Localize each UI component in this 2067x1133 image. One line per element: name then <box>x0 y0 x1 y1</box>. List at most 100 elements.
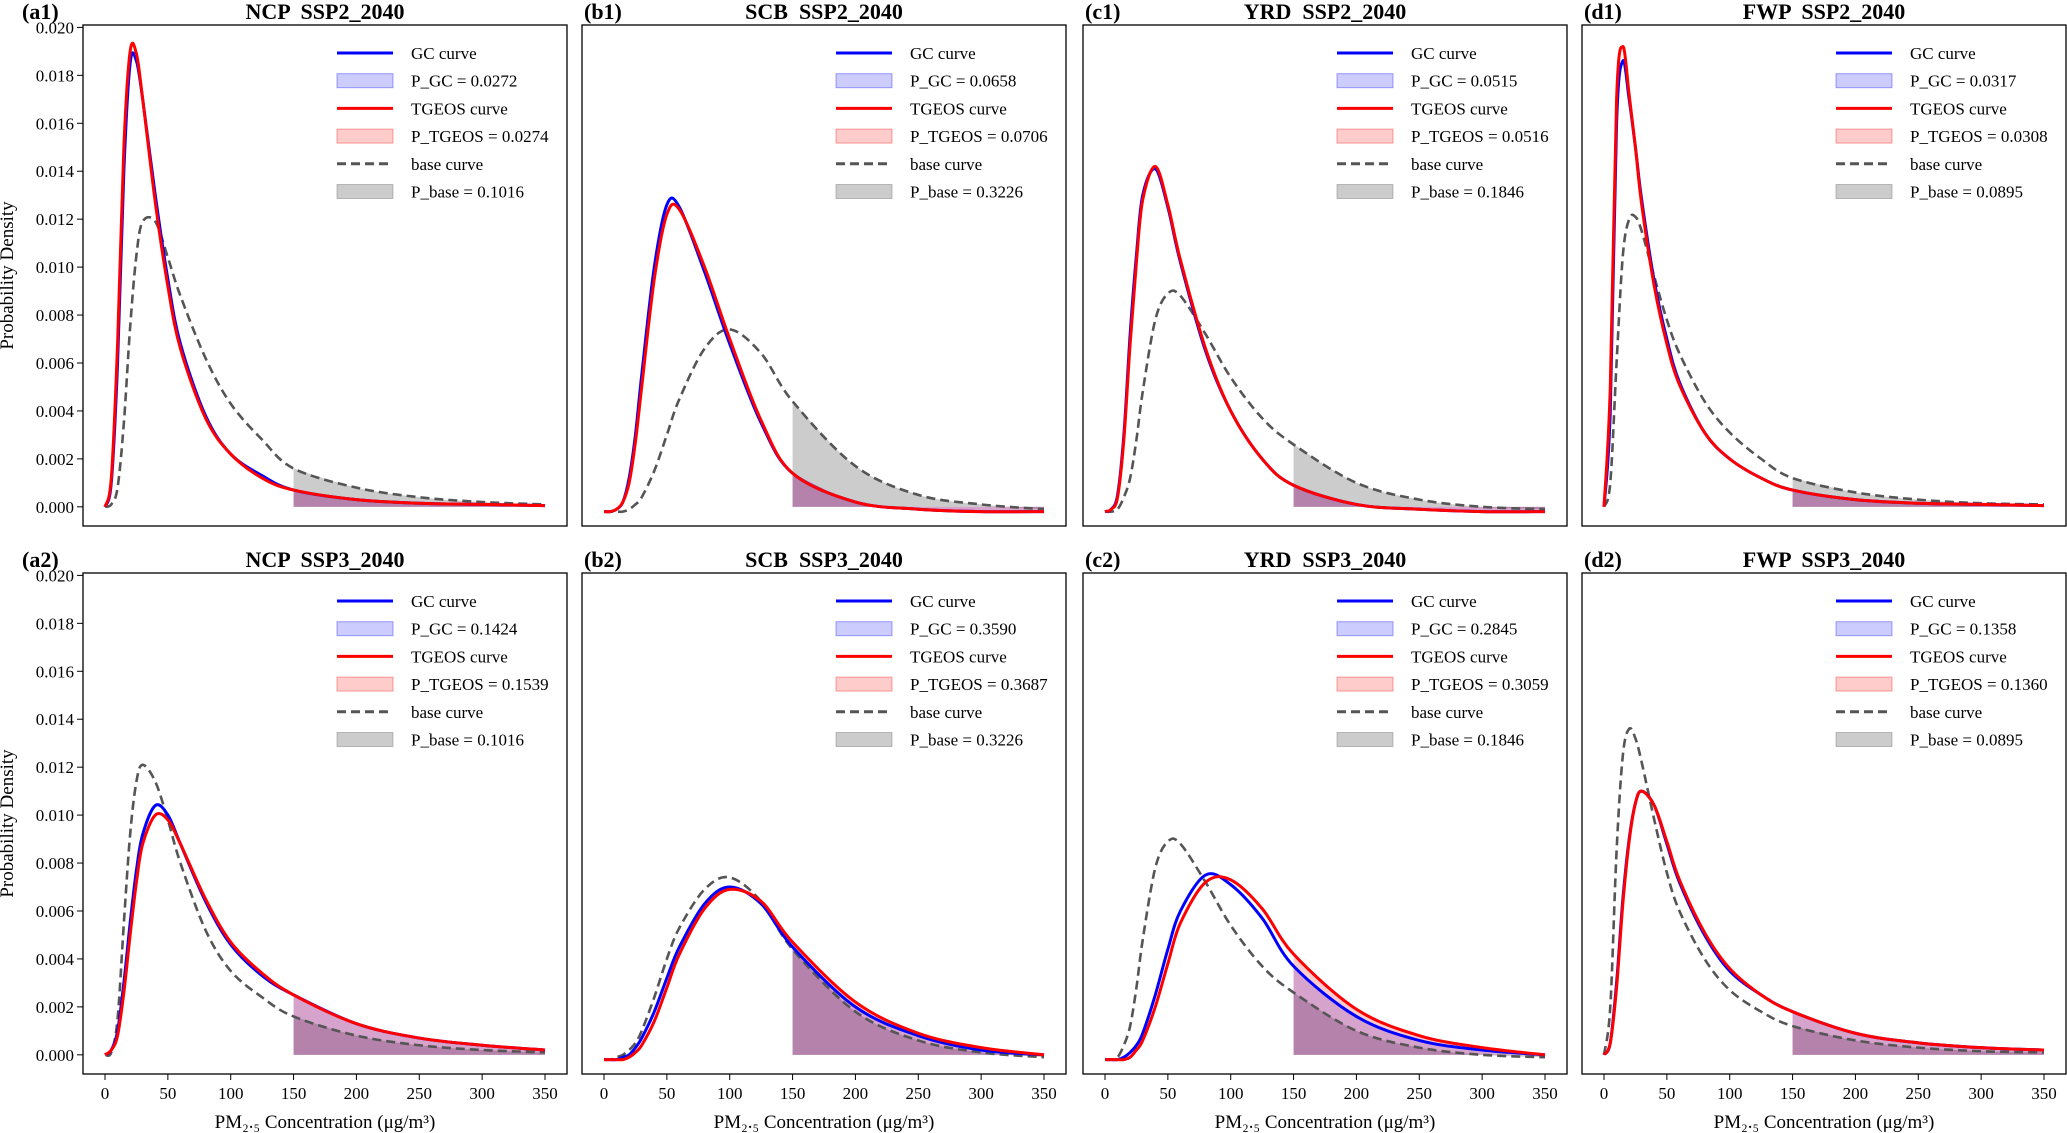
legend-swatch <box>835 128 893 144</box>
x-tick-label: 0 <box>1600 1084 1609 1103</box>
plot-frame <box>82 572 568 1075</box>
plot-frame <box>1082 24 1568 527</box>
legend-label: P_TGEOS = 0.0274 <box>411 127 549 146</box>
panel: (d1) FWP SSP2_2040 GC curve P_GC = 0.0317 TG… <box>1581 0 2067 527</box>
legend-label: P_TGEOS = 0.0308 <box>1910 127 2048 146</box>
curve <box>1602 726 2045 1056</box>
y-tick-label: 0.000 <box>36 1046 74 1065</box>
x-tick-label: 100 <box>1218 1084 1244 1103</box>
curve <box>104 215 546 509</box>
legend-label: GC curve <box>910 44 976 63</box>
panel-title: YRD SSP2_2040 <box>1244 0 1407 24</box>
y-tick-label: 0.020 <box>36 566 74 585</box>
legend-swatch <box>1835 732 1893 747</box>
panel: (b2) SCB SSP3_2040 0 50 100 150 200 250 300 350 PM… <box>581 547 1067 1133</box>
legend-swatch <box>1336 184 1394 199</box>
shaded-area <box>1792 490 2044 507</box>
x-tick-label: 250 <box>407 1084 433 1103</box>
curve <box>1602 789 2045 1056</box>
panel-title: FWP SSP3_2040 <box>1743 547 1906 572</box>
legend-swatch <box>1835 676 1893 692</box>
curve <box>103 51 546 508</box>
x-tick-label: 150 <box>281 1084 307 1103</box>
legend-swatch <box>835 732 893 747</box>
shaded-area <box>1792 1011 2044 1055</box>
shaded-area <box>293 490 545 507</box>
legend-swatch <box>1835 184 1893 199</box>
panel-tag: (c1) <box>1085 0 1120 24</box>
legend-label: P_base = 0.1016 <box>411 183 524 202</box>
y-tick-label: 0.004 <box>36 402 75 421</box>
legend-label: P_GC = 0.0272 <box>411 72 517 91</box>
legend-swatch <box>835 184 893 199</box>
legend-label: TGEOS curve <box>411 99 508 118</box>
x-tick-label: 250 <box>1906 1084 1932 1103</box>
legend-label: GC curve <box>1910 44 1976 63</box>
curve <box>1602 789 2045 1056</box>
shaded-area <box>1792 1026 2044 1055</box>
shaded-area <box>293 1016 545 1055</box>
legend-swatch <box>1835 73 1893 89</box>
panel: (d2) FWP SSP3_2040 0 50 100 150 200 250 300 350 PM… <box>1581 547 2067 1133</box>
y-tick-label: 0.006 <box>36 354 74 373</box>
x-tick-label: 350 <box>1532 1084 1558 1103</box>
legend-label: P_TGEOS = 0.1539 <box>411 675 549 694</box>
x-axis-label: PM₂.₅ Concentration (μg/m³) <box>215 1112 436 1133</box>
legend-swatch <box>1835 128 1893 144</box>
legend-swatch <box>336 128 394 144</box>
x-tick-label: 250 <box>906 1084 932 1103</box>
legend-label: base curve <box>411 703 483 722</box>
shaded-area <box>1792 490 2044 507</box>
x-tick-label: 350 <box>2031 1084 2057 1103</box>
curve <box>1104 837 1546 1062</box>
shaded-area <box>792 949 1044 1058</box>
x-tick-label: 300 <box>1469 1084 1495 1103</box>
legend-label: base curve <box>1910 155 1982 174</box>
x-tick-label: 50 <box>1159 1084 1176 1103</box>
x-tick-label: 300 <box>1968 1084 1994 1103</box>
plot-frame <box>1581 572 2067 1075</box>
x-tick-label: 100 <box>218 1084 244 1103</box>
legend-label: base curve <box>1411 155 1483 174</box>
x-tick-label: 100 <box>717 1084 743 1103</box>
legend-label: P_GC = 0.0515 <box>1411 72 1517 91</box>
y-tick-label: 0.012 <box>36 210 74 229</box>
legend-label: base curve <box>411 155 483 174</box>
legend-swatch <box>1336 676 1394 692</box>
y-tick-label: 0.020 <box>36 18 74 37</box>
legend-label: P_GC = 0.1424 <box>411 620 518 639</box>
legend-label: GC curve <box>1910 592 1976 611</box>
curve <box>604 885 1045 1062</box>
panel-title: NCP SSP3_2040 <box>246 547 405 572</box>
panel-title: NCP SSP2_2040 <box>246 0 405 24</box>
shaded-area <box>293 490 545 507</box>
plot-frame <box>581 24 1067 527</box>
legend-label: base curve <box>910 155 982 174</box>
panel: (a2) NCP SSP3_2040 0.000 0.002 0.004 0.006 0.0… <box>0 547 568 1133</box>
legend-label: TGEOS curve <box>1411 647 1508 666</box>
shaded-area <box>1293 444 1545 510</box>
shaded-area <box>792 946 1044 1055</box>
x-tick-label: 0 <box>600 1084 609 1103</box>
legend-label: P_base = 0.1846 <box>1411 731 1524 750</box>
legend-label: P_base = 0.0895 <box>1910 731 2023 750</box>
y-tick-label: 0.002 <box>36 998 74 1017</box>
legend-label: GC curve <box>1411 592 1477 611</box>
y-tick-label: 0.000 <box>36 498 74 517</box>
x-tick-label: 200 <box>1344 1084 1370 1103</box>
x-axis-label: PM₂.₅ Concentration (μg/m³) <box>1714 1112 1935 1133</box>
x-tick-label: 350 <box>1031 1084 1057 1103</box>
legend-label: TGEOS curve <box>1910 647 2007 666</box>
legend-swatch <box>835 676 893 692</box>
y-tick-label: 0.002 <box>36 450 74 469</box>
curve <box>1104 164 1546 514</box>
x-tick-label: 150 <box>1780 1084 1806 1103</box>
legend-label: P_base = 0.0895 <box>1910 183 2023 202</box>
shaded-area <box>1792 1011 2044 1055</box>
legend-swatch <box>336 732 394 747</box>
legend-label: P_TGEOS = 0.3687 <box>910 675 1048 694</box>
panel-tag: (d2) <box>1584 547 1622 572</box>
plot-frame <box>82 24 568 527</box>
curve <box>1104 289 1546 514</box>
legend-label: TGEOS curve <box>910 647 1007 666</box>
